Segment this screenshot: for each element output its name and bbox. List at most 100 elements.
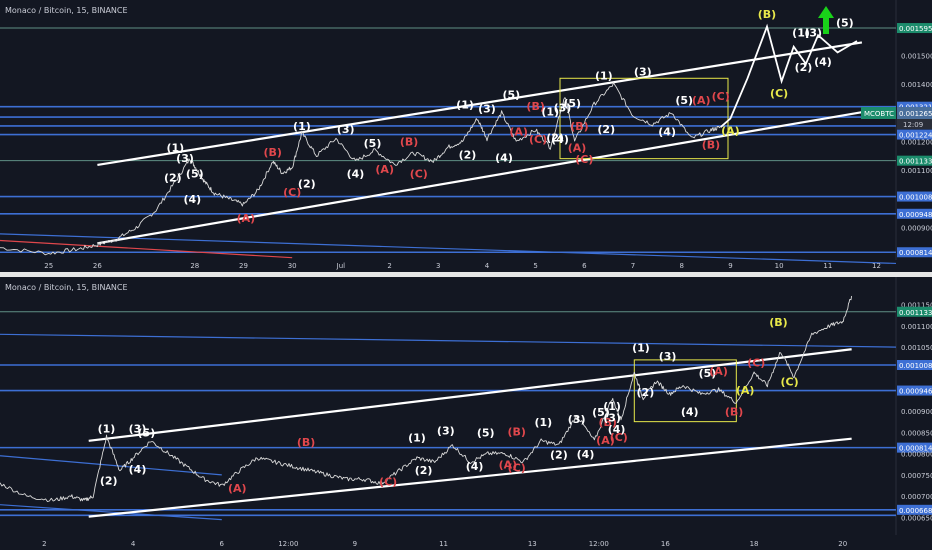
y-level-badge [897, 208, 932, 219]
pattern-box[interactable] [559, 77, 729, 160]
wave-label: (2) [637, 386, 655, 399]
wave-label: (A) [692, 94, 711, 107]
wave-label: (5) [563, 97, 581, 110]
trend-line[interactable] [0, 455, 222, 476]
x-tick-label: 9 [728, 262, 732, 270]
wave-label: (A) [228, 482, 247, 495]
wave-label: (3) [176, 152, 194, 165]
x-tick-label: 7 [631, 262, 635, 270]
wave-label: (C) [529, 133, 547, 146]
wave-label: (2) [100, 474, 118, 487]
wave-label: (B) [526, 100, 544, 113]
wave-label: (B) [297, 436, 315, 449]
y-level-label: 0.001595 [899, 25, 932, 33]
wave-label: (A) [568, 141, 587, 154]
symbol-badge-label: MCOBTC [864, 110, 894, 118]
x-tick-label: 26 [93, 262, 102, 270]
wave-label: (2) [550, 449, 568, 462]
y-tick-label: 0.001100 [901, 167, 932, 175]
wave-label: (4) [466, 460, 484, 473]
x-tick-label: 4 [485, 262, 490, 270]
x-tick-label: 18 [750, 540, 759, 548]
y-level-badge [897, 23, 932, 34]
pattern-box[interactable] [633, 359, 737, 423]
wave-label: (2) [459, 149, 477, 162]
wave-label: (C) [379, 476, 397, 489]
y-level-badge [897, 442, 932, 453]
wave-label: (4) [183, 193, 201, 206]
y-level-badge [897, 385, 932, 396]
wave-label: (2) [298, 177, 316, 190]
wave-label: (4) [129, 463, 147, 476]
wave-label: (5) [675, 94, 693, 107]
wave-label: (1) [541, 106, 559, 119]
wave-label: (2) [597, 123, 615, 136]
wave-label: (B) [570, 120, 588, 133]
channel-line[interactable] [88, 348, 852, 442]
y-tick-label: 0.001500 [901, 52, 932, 60]
wave-label: (A) [736, 384, 755, 397]
symbol-badge: MCOBTC [861, 107, 896, 119]
y-level-badge [897, 504, 932, 515]
wave-label: (B) [598, 416, 616, 429]
wave-label: (A) [375, 163, 394, 176]
wave-label: (A) [596, 434, 615, 447]
y-level-label: 0.000814 [899, 249, 932, 257]
y-level-badge [897, 129, 932, 140]
wave-label: (1) [535, 416, 553, 429]
trend-line[interactable] [0, 233, 897, 265]
x-tick-label: 29 [239, 262, 248, 270]
y-tick-label: 0.000900 [901, 408, 932, 416]
trend-line[interactable] [0, 239, 293, 259]
y-level-label: 0.001133 [899, 309, 932, 317]
y-tick-label: 0.001400 [901, 81, 932, 89]
wave-label: (C) [410, 167, 428, 180]
y-level-label: 0.001224 [899, 132, 932, 140]
wave-label: (5) [186, 167, 204, 180]
wave-label: (3) [129, 422, 147, 435]
wave-label: (B) [508, 426, 526, 439]
x-tick-label: 28 [190, 262, 199, 270]
y-tick-label: 0.000900 [901, 225, 932, 233]
wave-label: (B) [758, 8, 776, 21]
wave-label: (B) [400, 136, 418, 149]
x-tick-label: 2 [387, 262, 391, 270]
wave-label: (A) [721, 124, 740, 137]
y-level-label: 0.001133 [899, 158, 932, 166]
y-level-label: 0.001008 [899, 194, 932, 202]
x-tick-label: 6 [582, 262, 587, 270]
y-level-label: 0.000948 [899, 211, 932, 219]
x-tick-label: 12 [872, 262, 881, 270]
y-tick-label: 0.000800 [901, 451, 932, 459]
x-tick-label: 11 [823, 262, 832, 270]
channel-line[interactable] [97, 111, 863, 245]
top-chart-title: Monaco / Bitcoin, 15, BINANCE [5, 6, 128, 15]
y-level-label: 0.001008 [899, 362, 932, 370]
wave-label: (3) [337, 123, 355, 136]
trend-line[interactable] [0, 504, 222, 521]
top-chart-panel[interactable]: Monaco / Bitcoin, 15, BINANCE (1)(3)(2)(… [0, 0, 932, 272]
panel-divider[interactable] [0, 272, 932, 277]
y-level-badge [897, 247, 932, 258]
x-tick-label: 8 [680, 262, 684, 270]
wave-label: (4) [495, 152, 513, 165]
wave-label: (A) [237, 212, 256, 225]
wave-label: (C) [780, 375, 798, 388]
trend-line[interactable] [0, 333, 897, 348]
x-tick-label: 4 [131, 540, 136, 548]
channel-line[interactable] [97, 41, 863, 167]
projection-path[interactable] [720, 23, 858, 128]
y-tick-label: 0.000700 [901, 493, 932, 501]
wave-label: (3) [554, 101, 572, 114]
wave-label: (C) [575, 153, 593, 166]
wave-label: (5) [836, 17, 854, 30]
price-series[interactable] [0, 82, 721, 256]
price-series[interactable] [0, 295, 853, 503]
y-level-label: 0.000668 [899, 507, 932, 515]
y-tick-label: 0.000750 [901, 472, 932, 480]
wave-label: (A) [509, 126, 528, 139]
channel-line[interactable] [88, 437, 852, 518]
bottom-chart-panel[interactable]: Monaco / Bitcoin, 15, BINANCE (1)(2)(3)(… [0, 277, 932, 548]
wave-label: (4) [551, 133, 569, 146]
